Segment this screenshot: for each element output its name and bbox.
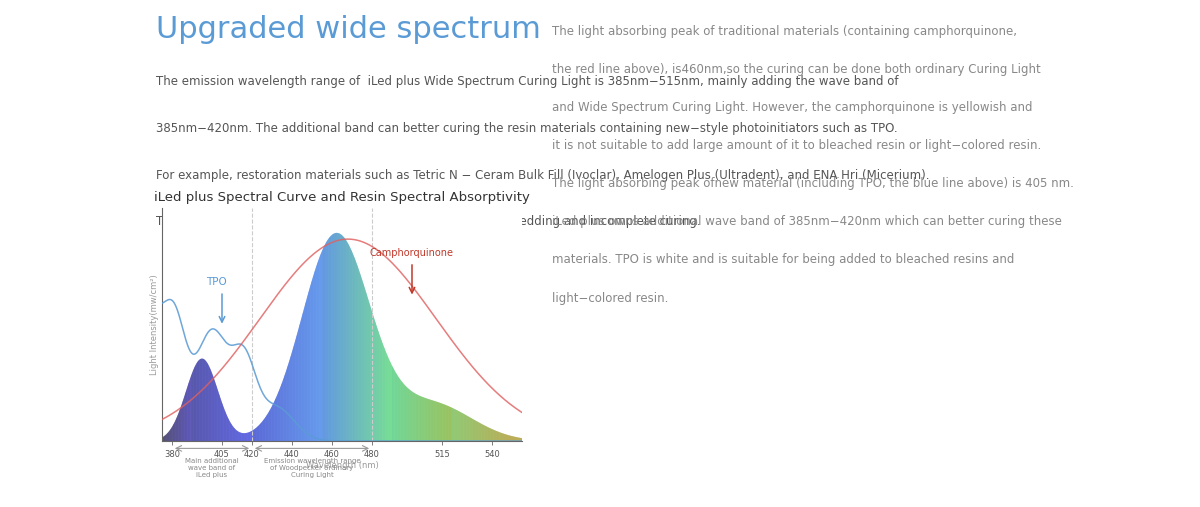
- Text: The emission wavelength range of  iLed plus Wide Spectrum Curing Light is 385nm−: The emission wavelength range of iLed pl…: [156, 75, 899, 88]
- X-axis label: Wavelength (nm): Wavelength (nm): [306, 460, 378, 469]
- Text: The light absorbing peak of traditional materials (containing camphorquinone,: The light absorbing peak of traditional …: [552, 25, 1018, 39]
- Text: materials. TPO is white and is suitable for being added to bleached resins and: materials. TPO is white and is suitable …: [552, 254, 1014, 267]
- Text: For example, restoration materials such as Tetric N − Ceram Bulk Fill (Ivoclar),: For example, restoration materials such …: [156, 168, 930, 182]
- Title: iLed plus Spectral Curve and Resin Spectral Absorptivity: iLed plus Spectral Curve and Resin Spect…: [154, 191, 530, 204]
- Text: Camphorquinone: Camphorquinone: [370, 248, 454, 258]
- Y-axis label: Light Intensity(mw/cm²): Light Intensity(mw/cm²): [150, 274, 160, 375]
- Text: and Wide Spectrum Curing Light. However, the camphorquinone is yellowish and: and Wide Spectrum Curing Light. However,…: [552, 101, 1032, 115]
- Text: The light absorbing peak ofnew material (including TPO, the blue line above) is : The light absorbing peak ofnew material …: [552, 177, 1074, 191]
- Text: Main additional
wave band of
iLed plus: Main additional wave band of iLed plus: [185, 458, 239, 478]
- Text: TPO: TPO: [205, 277, 227, 287]
- Text: it is not suitable to add large amount of it to bleached resin or light−colored : it is not suitable to add large amount o…: [552, 139, 1042, 153]
- Text: the red line above), is460nm,so the curing can be done both ordinary Curing Ligh: the red line above), is460nm,so the curi…: [552, 63, 1040, 77]
- Text: light−colored resin.: light−colored resin.: [552, 292, 668, 305]
- Text: Upgraded wide spectrum: Upgraded wide spectrum: [156, 15, 541, 44]
- Text: iLed plus owns additional wave band of 385nm−420nm which can better curing these: iLed plus owns additional wave band of 3…: [552, 215, 1062, 229]
- Text: The additional wave band can also reduce the risk of resin shedding and incomple: The additional wave band can also reduce…: [156, 215, 701, 228]
- Text: 385nm−420nm. The additional band can better curing the resin materials containin: 385nm−420nm. The additional band can bet…: [156, 122, 898, 135]
- Text: Emission wavelength range
of Woodpecker ordinary
Curing Light: Emission wavelength range of Woodpecker …: [264, 458, 360, 478]
